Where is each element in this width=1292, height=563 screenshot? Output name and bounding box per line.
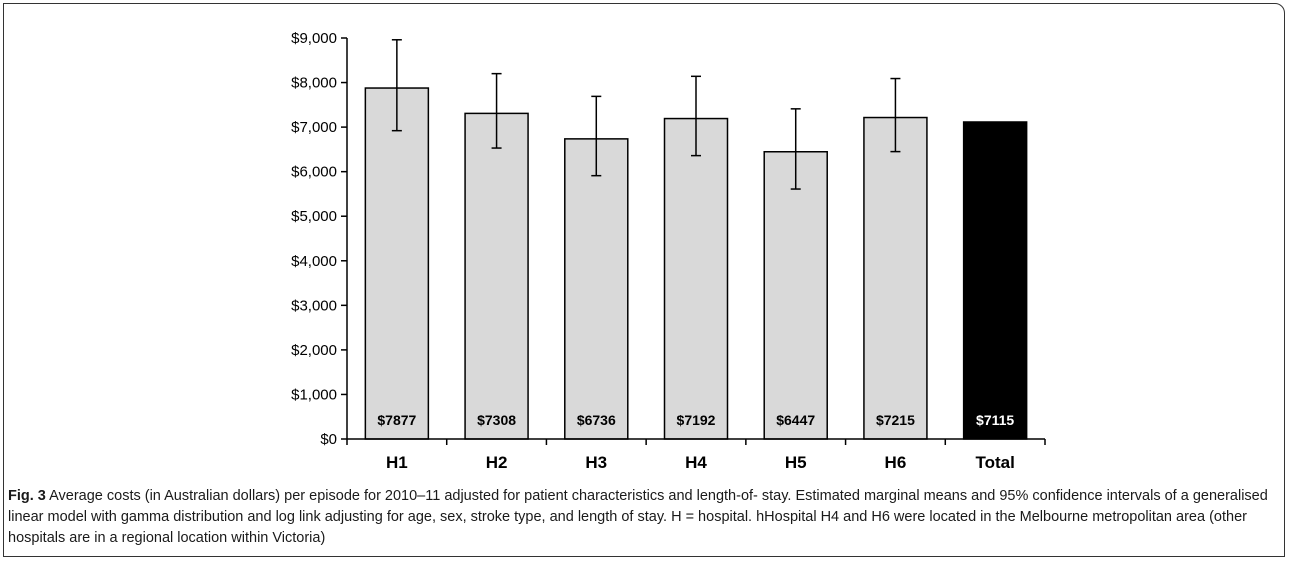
data-label: $7215 <box>876 412 915 428</box>
y-tick-label: $8,000 <box>291 75 337 92</box>
y-tick-label: $5,000 <box>291 208 337 225</box>
figure-label: Fig. 3 <box>8 488 46 504</box>
x-tick-label: H1 <box>386 453 408 472</box>
bar-chart: $0 $1,000 $2,000 $3,000 $4,000 $5,000 $6,000 $7… <box>291 30 1046 472</box>
x-tick-label: H4 <box>685 453 707 472</box>
y-tick-label: $0 <box>320 431 337 448</box>
x-tick-label: H3 <box>585 453 607 472</box>
bars: $7877 $7308 $6736 $7192 $6447 $7215 $7115 <box>364 39 1028 440</box>
bar-h2 <box>464 112 529 440</box>
x-tick-label: H5 <box>785 453 807 472</box>
bar-h1 <box>364 87 430 440</box>
y-tick-label: $6,000 <box>291 164 337 181</box>
data-label: $7877 <box>377 412 416 428</box>
y-tick-label: $9,000 <box>291 30 337 47</box>
data-label: $7115 <box>976 412 1014 428</box>
data-label: $7192 <box>677 412 716 428</box>
y-tick-label: $7,000 <box>291 119 337 136</box>
caption-text: Average costs (in Australian dollars) pe… <box>8 488 1268 546</box>
bar-h5 <box>763 151 828 440</box>
y-tick-label: $1,000 <box>291 386 337 403</box>
y-tick-label: $3,000 <box>291 297 337 314</box>
figure-frame <box>3 3 1285 557</box>
data-label: $6736 <box>577 412 616 428</box>
figure-caption: Fig. 3 Average costs (in Australian doll… <box>8 486 1278 549</box>
data-label: $7308 <box>477 412 516 428</box>
x-tick-label: H2 <box>486 453 508 472</box>
y-tick-label: $2,000 <box>291 342 337 359</box>
x-tick-label: H6 <box>885 453 907 472</box>
y-tick-label: $4,000 <box>291 253 337 270</box>
bar-h3 <box>564 138 629 440</box>
bar-total <box>962 121 1028 440</box>
y-axis: $0 $1,000 $2,000 $3,000 $4,000 $5,000 $6,000 $7… <box>291 30 348 448</box>
data-label: $6447 <box>776 412 815 428</box>
bar-h4 <box>663 117 729 440</box>
x-tick-label: Total <box>975 453 1014 472</box>
bar-h6 <box>863 116 928 440</box>
x-axis: H1 H2 H3 H4 H5 H6 Total <box>346 438 1046 472</box>
